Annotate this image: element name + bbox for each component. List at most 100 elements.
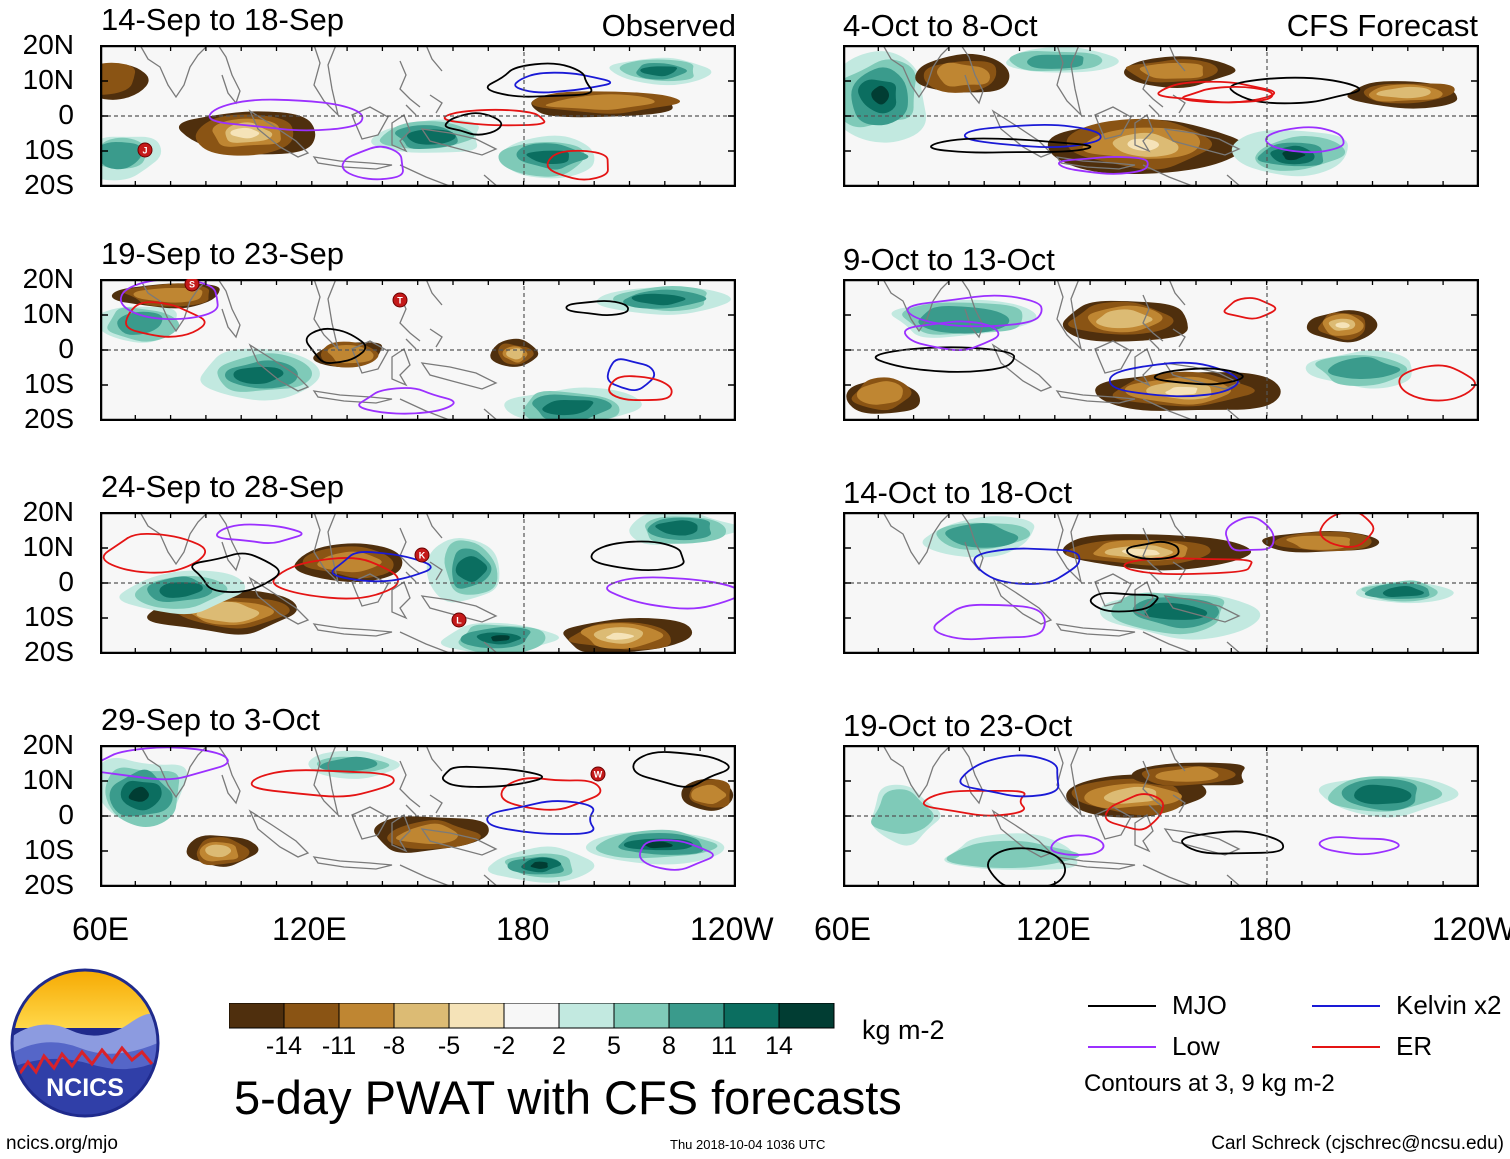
- coastline: [991, 809, 1053, 858]
- contour-line: [959, 754, 1060, 798]
- contours-note: Contours at 3, 9 kg m-2: [1084, 1070, 1335, 1097]
- pwat-anomaly: [1282, 150, 1306, 161]
- pwat-anomaly: [1328, 357, 1401, 379]
- contour-line: [443, 108, 546, 127]
- contour-line: [1229, 76, 1361, 105]
- lat-label-3-1: 10N: [22, 764, 74, 795]
- pwat-anomaly: [631, 293, 686, 306]
- map-panel-forecast-2: [843, 279, 1479, 421]
- pwat-anomaly: [1144, 602, 1208, 620]
- pwat-anomaly: [1335, 322, 1350, 329]
- coastline: [1142, 760, 1164, 816]
- coastline: [960, 45, 984, 105]
- panel-frame: [843, 279, 1479, 421]
- coastline: [312, 856, 393, 870]
- legend-kelvin: Kelvin x2: [1312, 990, 1502, 1021]
- storm-name: J: [142, 146, 147, 156]
- storm-marker: L: [451, 612, 467, 628]
- lon-label-left-120w: 120W: [690, 911, 774, 947]
- pwat-anomaly: [1155, 766, 1219, 782]
- coastline: [420, 362, 498, 390]
- coastline: [217, 512, 241, 572]
- contour-line: [191, 552, 280, 593]
- storm-name: K: [419, 551, 426, 561]
- contour-line: [1126, 540, 1180, 560]
- coastline: [429, 561, 443, 581]
- contour-line: [331, 551, 432, 583]
- coastline: [882, 745, 952, 799]
- coastline: [1055, 623, 1136, 637]
- colorbar-swatch: [448, 1003, 505, 1029]
- contour-line: [1398, 364, 1476, 402]
- lon-label-right-60e: 60E: [814, 911, 871, 947]
- contour-line: [216, 523, 303, 544]
- lon-label-left-120e: 120E: [272, 911, 347, 947]
- coastline: [425, 279, 443, 306]
- lon-label-left-180: 180: [496, 911, 550, 947]
- coastline: [399, 60, 421, 116]
- contour-line: [1123, 557, 1253, 576]
- coastline: [351, 340, 389, 374]
- colorbar-tick-label: -5: [437, 1032, 461, 1060]
- coastline: [1056, 512, 1083, 585]
- colorbar-swatch: [723, 1003, 780, 1029]
- coastline: [391, 581, 411, 620]
- coastline: [1094, 106, 1132, 140]
- observed-label: Observed: [601, 8, 736, 43]
- pwat-anomaly: [100, 142, 142, 170]
- colorbar-tick-label: -2: [492, 1032, 516, 1060]
- contour-line: [1104, 793, 1164, 831]
- lat-label-3-2: 0: [58, 799, 74, 830]
- legend-er-label: ER: [1396, 1031, 1433, 1061]
- coastline: [1142, 60, 1164, 116]
- coastline: [1172, 561, 1186, 581]
- logo-text: NCICS: [46, 1074, 124, 1102]
- pwat-anomaly: [455, 556, 488, 582]
- colorbar-swatch: [283, 1003, 340, 1029]
- coastline: [313, 512, 340, 585]
- site-url[interactable]: ncics.org/mjo: [6, 1133, 118, 1154]
- panel-title-right-3: 14-Oct to 18-Oct: [843, 475, 1073, 510]
- pwat-anomaly: [1165, 386, 1198, 396]
- pwat-anomaly: [205, 844, 232, 858]
- map-panel-observed-4: W: [100, 745, 736, 887]
- panel-frame: [843, 512, 1479, 654]
- pwat-anomaly: [1376, 86, 1431, 99]
- coastline: [1055, 156, 1136, 170]
- coastline: [1134, 348, 1154, 387]
- lat-label-2-3: 10S: [24, 601, 74, 632]
- contour-line: [606, 576, 736, 610]
- contour-line: [930, 137, 1092, 154]
- colorbar-swatch: [229, 1003, 285, 1029]
- colorbar-swatch: [338, 1003, 395, 1029]
- lat-label-3-4: 20S: [24, 869, 74, 900]
- colorbar-tick-label: -11: [321, 1032, 357, 1060]
- panel-frame: [100, 45, 736, 187]
- colorbar-tick-label: -8: [382, 1032, 406, 1060]
- panel-frame: [100, 745, 736, 887]
- contour-line: [208, 98, 364, 132]
- pwat-anomaly: [1139, 62, 1204, 79]
- coastline: [1094, 806, 1132, 840]
- coastline: [1134, 814, 1154, 853]
- colorbar-tick-label: 11: [711, 1032, 737, 1060]
- coastline: [351, 806, 389, 840]
- lon-label-right-120e: 120E: [1016, 911, 1091, 947]
- contour-line: [486, 800, 595, 835]
- map-panel-forecast-3: [843, 512, 1479, 654]
- pwat-anomaly: [233, 366, 284, 385]
- legend-er-line: [1312, 1045, 1380, 1048]
- panel-title-right-2: 9-Oct to 13-Oct: [843, 242, 1055, 277]
- pwat-anomaly: [1382, 586, 1424, 597]
- coastline: [313, 279, 340, 352]
- coastline: [312, 623, 393, 637]
- storm-marker: K: [414, 547, 430, 563]
- pwat-anomaly: [691, 784, 727, 805]
- coastline: [1168, 512, 1186, 539]
- coastline: [391, 814, 411, 853]
- coastline: [1056, 45, 1083, 118]
- coastline: [313, 745, 340, 818]
- coastline: [882, 45, 952, 99]
- coastline: [1094, 573, 1132, 607]
- pwat-anomaly: [395, 823, 459, 845]
